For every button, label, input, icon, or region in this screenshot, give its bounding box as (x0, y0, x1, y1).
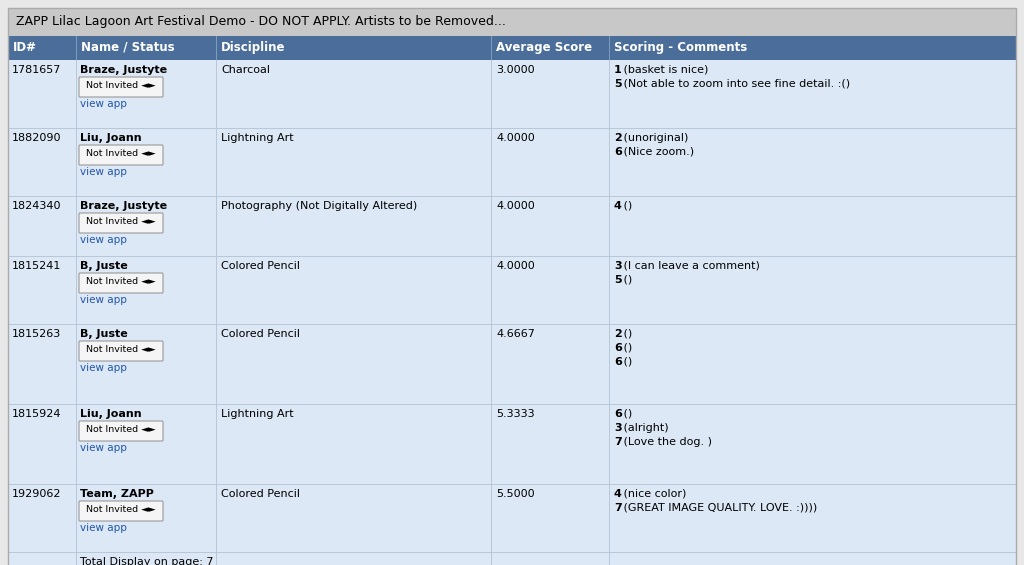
Text: (basket is nice): (basket is nice) (621, 65, 709, 75)
Text: 1815924: 1815924 (12, 409, 61, 419)
FancyBboxPatch shape (8, 8, 1016, 36)
Text: 2: 2 (614, 329, 622, 339)
Text: Lightning Art: Lightning Art (221, 409, 294, 419)
Text: view app: view app (80, 99, 127, 109)
FancyBboxPatch shape (79, 273, 163, 293)
Text: (): () (621, 343, 633, 353)
Text: 1815263: 1815263 (12, 329, 61, 339)
Text: Braze, Justyte: Braze, Justyte (80, 65, 167, 75)
Text: Charcoal: Charcoal (221, 65, 270, 75)
Text: Not Invited ◄►: Not Invited ◄► (86, 277, 156, 286)
Text: (): () (621, 201, 633, 211)
Text: Not Invited ◄►: Not Invited ◄► (86, 81, 156, 90)
Text: 4.0000: 4.0000 (496, 133, 535, 143)
Text: 4.6667: 4.6667 (496, 329, 535, 339)
Text: 1929062: 1929062 (12, 489, 61, 499)
Text: 5.3333: 5.3333 (496, 409, 535, 419)
Text: Colored Pencil: Colored Pencil (221, 329, 300, 339)
Text: view app: view app (80, 443, 127, 453)
Text: view app: view app (80, 167, 127, 177)
Text: Not Invited ◄►: Not Invited ◄► (86, 150, 156, 159)
Text: 3.0000: 3.0000 (496, 65, 535, 75)
Text: 1815241: 1815241 (12, 261, 61, 271)
Text: Braze, Justyte: Braze, Justyte (80, 201, 167, 211)
FancyBboxPatch shape (79, 213, 163, 233)
Text: Not Invited ◄►: Not Invited ◄► (86, 346, 156, 354)
Text: 7: 7 (614, 437, 622, 447)
Text: 5: 5 (614, 79, 622, 89)
FancyBboxPatch shape (79, 77, 163, 97)
Text: view app: view app (80, 523, 127, 533)
Text: 6: 6 (614, 343, 622, 353)
FancyBboxPatch shape (8, 196, 1016, 256)
FancyBboxPatch shape (8, 552, 1016, 565)
Text: 1882090: 1882090 (12, 133, 61, 143)
Text: 7: 7 (614, 503, 622, 513)
Text: Discipline: Discipline (221, 41, 286, 54)
Text: (GREAT IMAGE QUALITY. LOVE. :)))): (GREAT IMAGE QUALITY. LOVE. :)))) (621, 503, 817, 513)
FancyBboxPatch shape (79, 421, 163, 441)
FancyBboxPatch shape (8, 60, 1016, 128)
Text: view app: view app (80, 295, 127, 305)
Text: (): () (621, 329, 633, 339)
Text: B, Juste: B, Juste (80, 329, 128, 339)
Text: 3: 3 (614, 423, 622, 433)
Text: view app: view app (80, 363, 127, 373)
Text: 3: 3 (614, 261, 622, 271)
Text: Colored Pencil: Colored Pencil (221, 489, 300, 499)
Text: ZAPP Lilac Lagoon Art Festival Demo - DO NOT APPLY. Artists to be Removed...: ZAPP Lilac Lagoon Art Festival Demo - DO… (16, 15, 506, 28)
Text: (Not able to zoom into see fine detail. :(): (Not able to zoom into see fine detail. … (621, 79, 850, 89)
Text: 6: 6 (614, 147, 622, 157)
Text: 5: 5 (614, 275, 622, 285)
Text: Scoring - Comments: Scoring - Comments (614, 41, 748, 54)
Text: (): () (621, 357, 633, 367)
Text: Liu, Joann: Liu, Joann (80, 409, 141, 419)
Text: Average Score: Average Score (496, 41, 592, 54)
Text: (): () (621, 275, 633, 285)
FancyBboxPatch shape (8, 128, 1016, 196)
Text: Team, ZAPP: Team, ZAPP (80, 489, 154, 499)
FancyBboxPatch shape (8, 484, 1016, 552)
Text: Photography (Not Digitally Altered): Photography (Not Digitally Altered) (221, 201, 417, 211)
FancyBboxPatch shape (79, 501, 163, 521)
Text: (nice color): (nice color) (621, 489, 686, 499)
Text: Not Invited ◄►: Not Invited ◄► (86, 218, 156, 227)
Text: (): () (621, 409, 633, 419)
Text: (alright): (alright) (621, 423, 669, 433)
Text: 5.5000: 5.5000 (496, 489, 535, 499)
Text: 6: 6 (614, 357, 622, 367)
Text: Lightning Art: Lightning Art (221, 133, 294, 143)
FancyBboxPatch shape (8, 36, 1016, 60)
Text: 6: 6 (614, 409, 622, 419)
Text: ID#: ID# (13, 41, 37, 54)
FancyBboxPatch shape (79, 341, 163, 361)
Text: 4.0000: 4.0000 (496, 201, 535, 211)
Text: (I can leave a comment): (I can leave a comment) (621, 261, 760, 271)
Text: (unoriginal): (unoriginal) (621, 133, 688, 143)
FancyBboxPatch shape (79, 145, 163, 165)
Text: Name / Status: Name / Status (81, 41, 175, 54)
Text: Total Display on page: 7: Total Display on page: 7 (80, 557, 213, 565)
Text: (Love the dog. ): (Love the dog. ) (621, 437, 713, 447)
Text: 2: 2 (614, 133, 622, 143)
Text: 4.0000: 4.0000 (496, 261, 535, 271)
Text: Colored Pencil: Colored Pencil (221, 261, 300, 271)
Text: 1824340: 1824340 (12, 201, 61, 211)
FancyBboxPatch shape (8, 256, 1016, 324)
Text: Liu, Joann: Liu, Joann (80, 133, 141, 143)
Text: 1781657: 1781657 (12, 65, 61, 75)
Text: 4: 4 (614, 201, 622, 211)
FancyBboxPatch shape (8, 324, 1016, 404)
Text: view app: view app (80, 235, 127, 245)
Text: B, Juste: B, Juste (80, 261, 128, 271)
Text: Not Invited ◄►: Not Invited ◄► (86, 425, 156, 434)
Text: Not Invited ◄►: Not Invited ◄► (86, 506, 156, 515)
FancyBboxPatch shape (8, 404, 1016, 484)
Text: 4: 4 (614, 489, 622, 499)
Text: 1: 1 (614, 65, 622, 75)
Text: (Nice zoom.): (Nice zoom.) (621, 147, 694, 157)
